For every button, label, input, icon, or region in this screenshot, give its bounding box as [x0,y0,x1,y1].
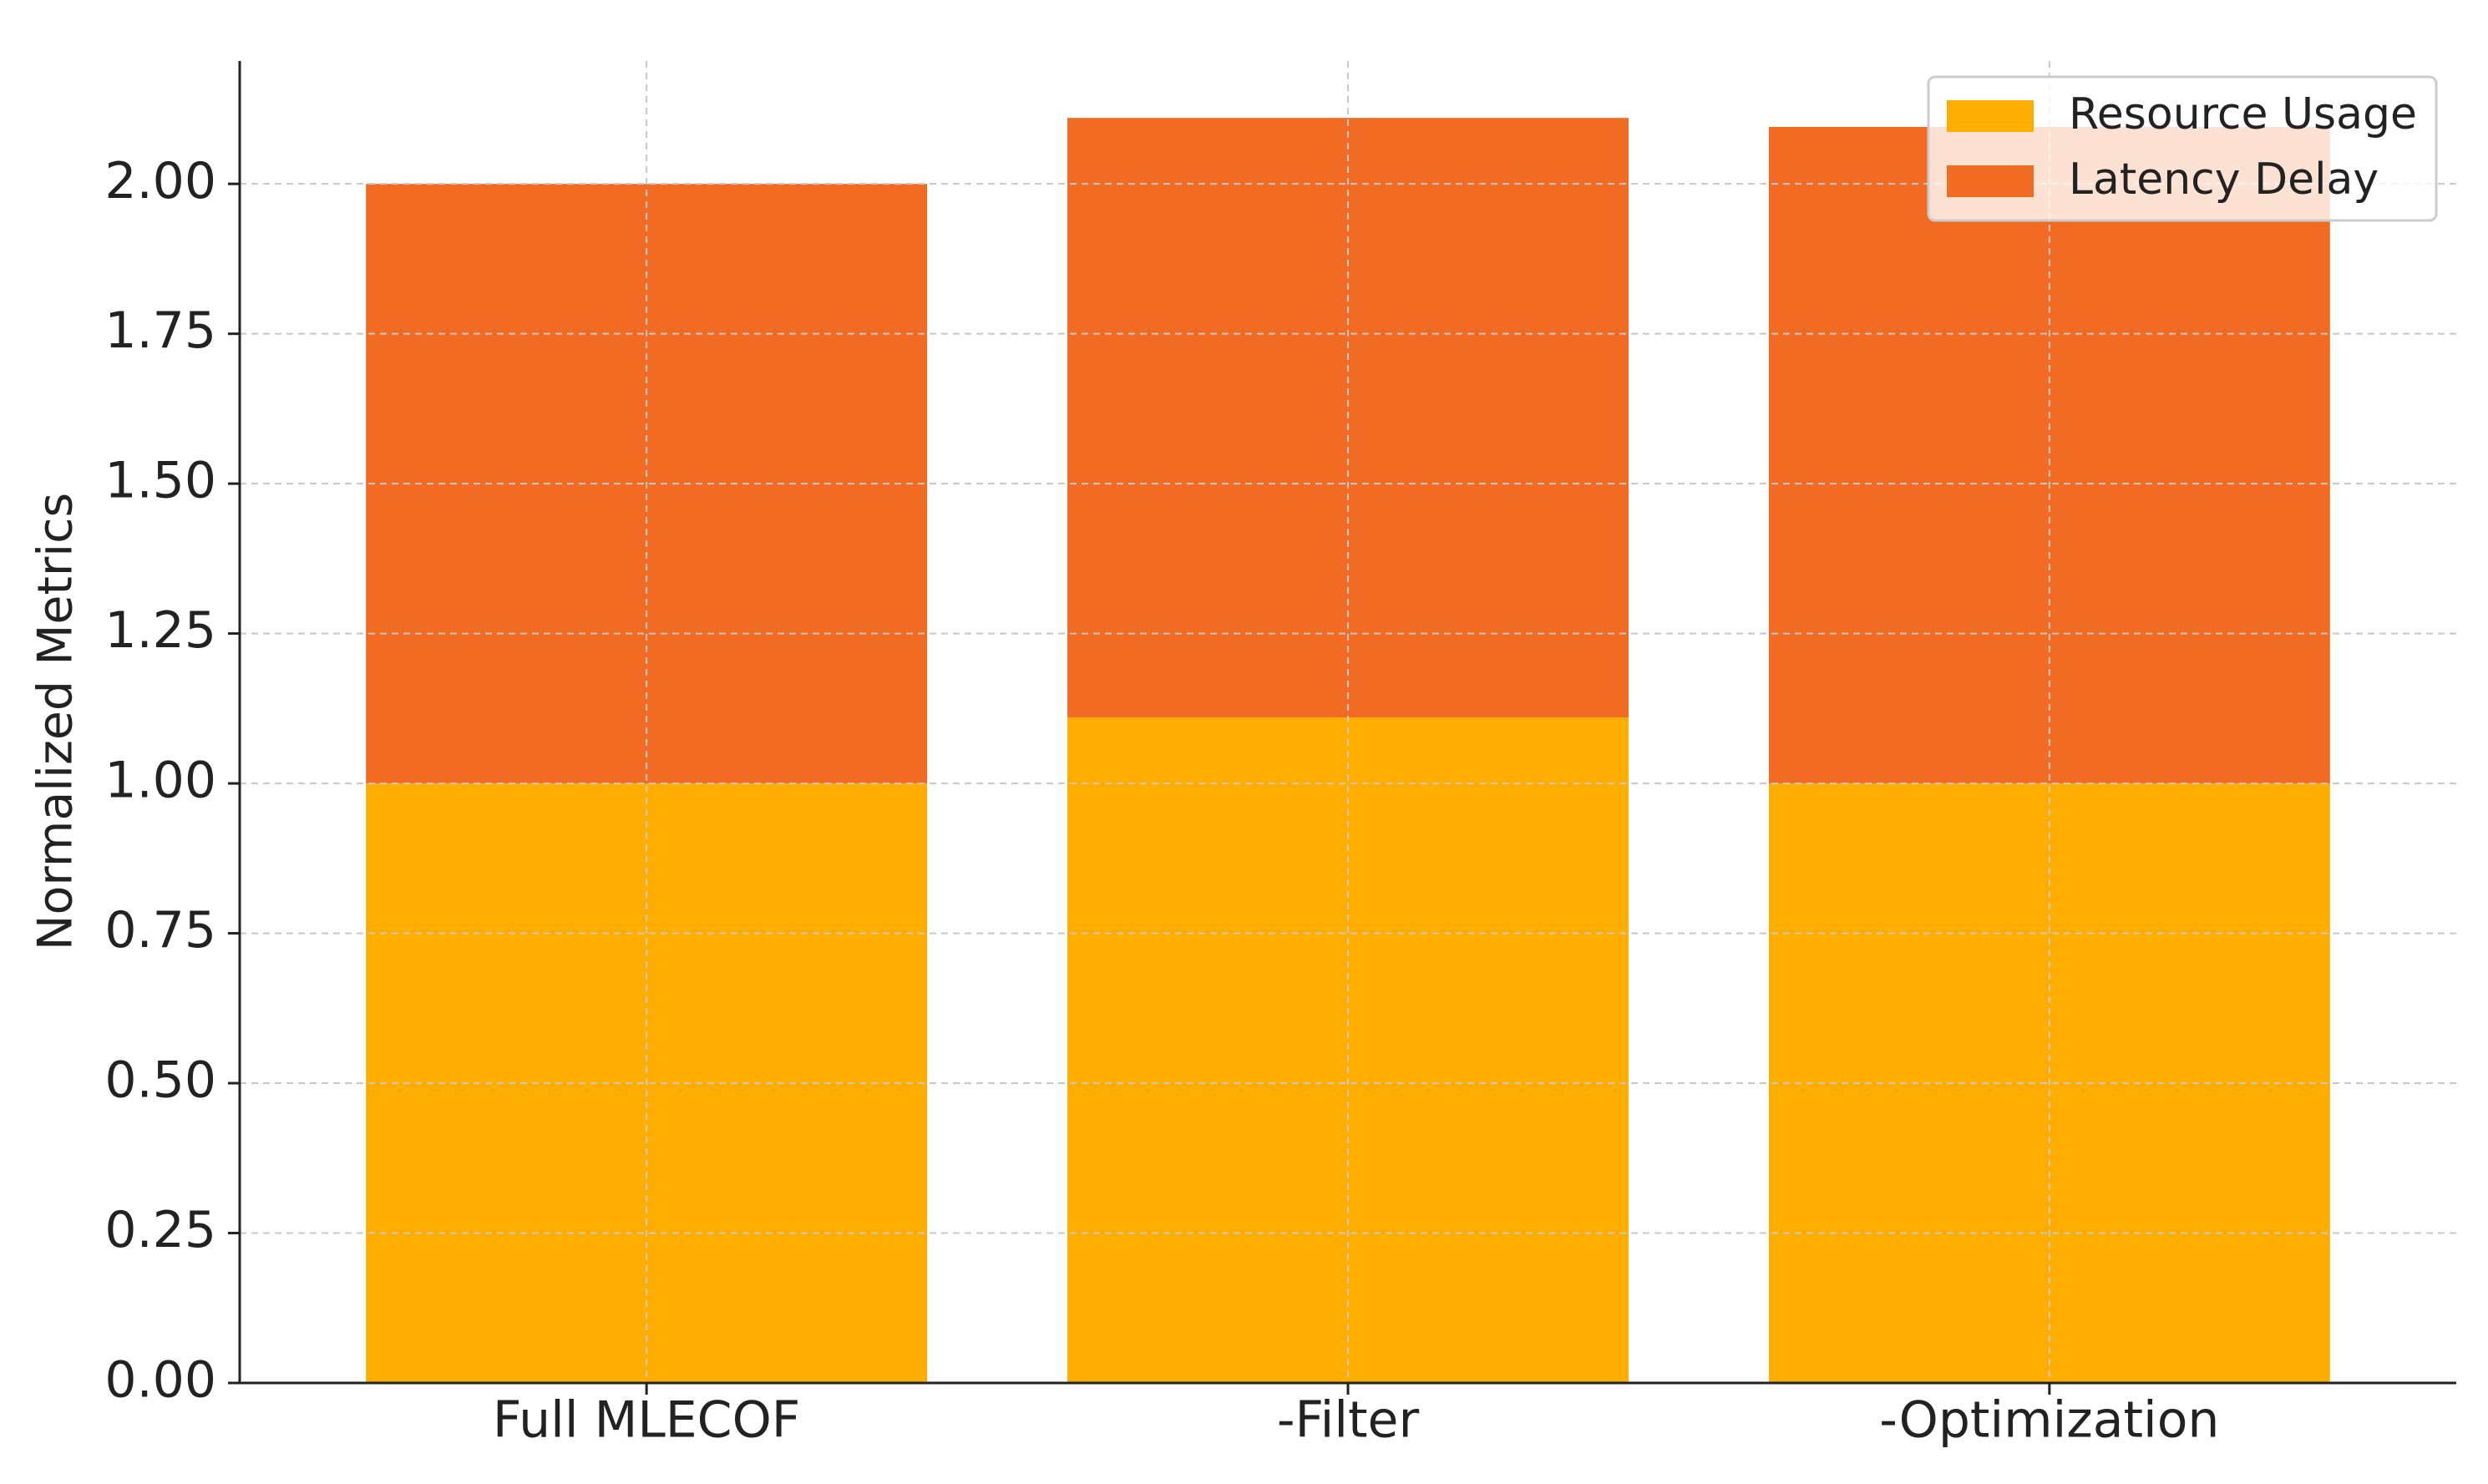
legend-label: Resource Usage [2069,89,2417,139]
y-tick-label: 1.00 [104,752,216,810]
y-tick-label: 1.25 [104,601,216,660]
y-tick-label: 1.75 [104,301,216,360]
legend-box [1927,75,2438,222]
legend-swatch [1947,165,2034,197]
legend-swatch [1947,100,2034,132]
y-tick-label: 0.25 [104,1201,216,1259]
y-tick-label: 0.75 [104,901,216,960]
x-tick-label: Full MLECOF [493,1391,800,1450]
y-tick-label: 0.50 [104,1051,216,1110]
y-axis-label: Normalized Metrics [28,493,84,950]
bar-segment [1067,717,1629,1383]
x-tick-label: -Optimization [1879,1391,2219,1450]
legend-label: Latency Delay [2069,154,2379,205]
y-tick-label: 0.00 [104,1351,216,1410]
y-tick-label: 1.50 [104,452,216,510]
y-tick-label: 2.00 [104,152,216,210]
x-tick-label: -Filter [1277,1391,1420,1450]
